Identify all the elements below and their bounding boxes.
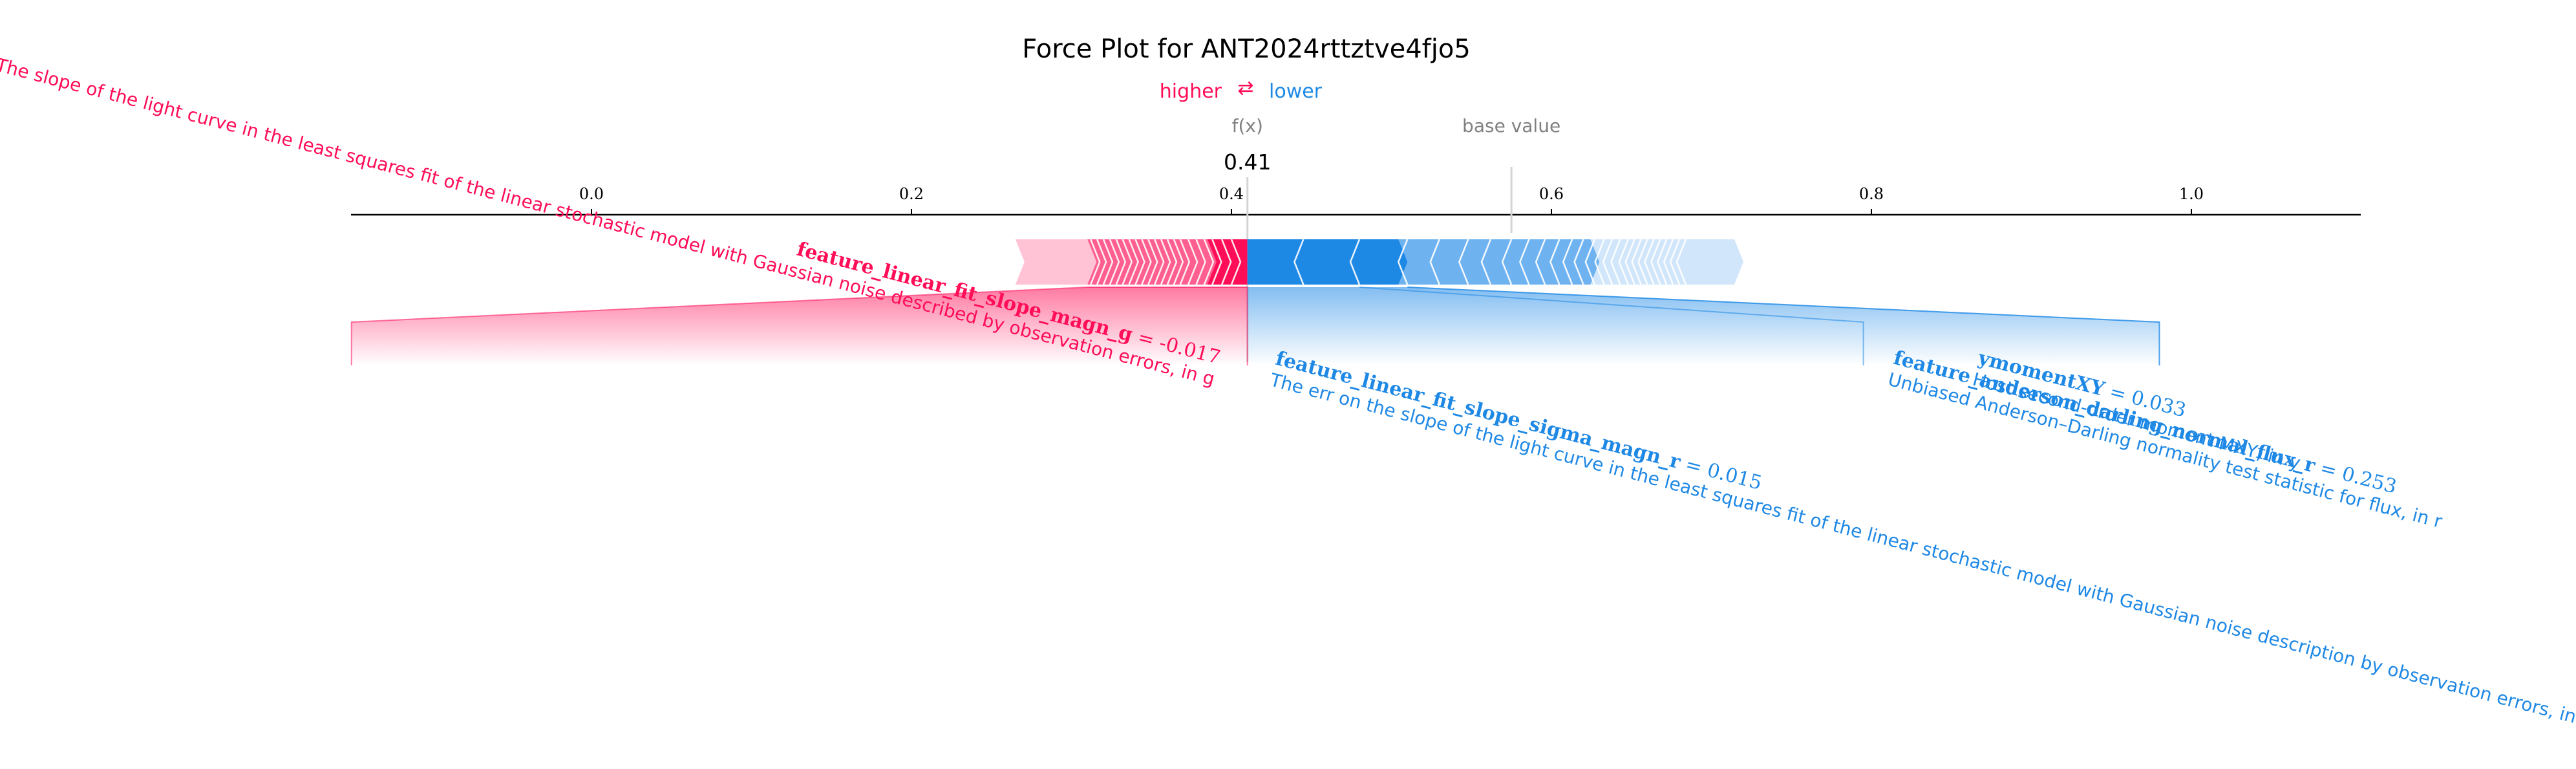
lower-feature-boundary [1549, 239, 1560, 285]
higher-feature-boundary [1203, 239, 1215, 285]
higher-feature-boundary [1115, 239, 1127, 285]
lower-feature-boundary [1397, 239, 1409, 285]
x-tick-label: 0.8 [1859, 185, 1884, 203]
lower-feature-boundary [1573, 239, 1584, 285]
feature-description: The err on the slope of the light curve … [1268, 369, 2576, 731]
higher-feature-boundary [1166, 239, 1178, 285]
higher-label: higher [1160, 80, 1222, 103]
lower-feature-boundary [1293, 239, 1304, 285]
lower-label: lower [1269, 80, 1323, 103]
fx-label: f(x) [1232, 115, 1263, 136]
direction-legend: higher ⇄ lower [1160, 77, 1323, 103]
feature-name: feature_linear_fit_slope_sigma_magn_r [1273, 347, 1684, 474]
higher-feature-boundary [1187, 239, 1198, 285]
higher-feature-boundary [1160, 239, 1171, 285]
lower-feature-boundary [1458, 239, 1469, 285]
lower-feature-boundary [1610, 239, 1621, 285]
lower-feature-boundary [1618, 239, 1629, 285]
chart-title: Force Plot for ANT2024rttztve4fjo5 [1022, 34, 1471, 64]
higher-feature-boundary [1090, 239, 1101, 285]
lower-connector-line [1359, 287, 1864, 365]
higher-feature-boundary [1195, 239, 1206, 285]
x-tick-label: 0.4 [1219, 185, 1244, 203]
higher-feature-boundary [1147, 239, 1158, 285]
x-axis: 0.0 0.2 0.4 0.6 0.8 1.0 [351, 167, 2361, 362]
x-tick-label: 1.0 [2179, 185, 2204, 203]
lower-feature-boundary [1584, 239, 1595, 285]
higher-feature-boundary [1220, 239, 1232, 285]
lower-feature-boundary [1429, 239, 1440, 285]
feature-label-feature-linear-fit-slope-sigma-magn-r: feature_linear_fit_slope_sigma_magn_r = … [1268, 347, 2576, 731]
lower-feature-boundary [1631, 239, 1642, 285]
lower-feature-boundary [1624, 239, 1635, 285]
higher-feature-boundary [1128, 239, 1139, 285]
higher-feature-boundary [1179, 239, 1191, 285]
feature-labels: feature_linear_fit_slope_magn_g = -0.017… [0, 54, 2576, 731]
fx-value: 0.41 [1224, 149, 1271, 175]
feature-description: Unbiased Anderson–Darling normality test… [1886, 369, 2444, 532]
lower-feature-boundary [1656, 239, 1668, 285]
higher-feature-boundary [1109, 239, 1120, 285]
higher-feature-boundary [1141, 239, 1152, 285]
lower-feature-boundary [1349, 239, 1361, 285]
higher-feature-boundary [1122, 239, 1133, 285]
higher-feature-boundary [1096, 239, 1107, 285]
lower-feature-boundary [1663, 239, 1674, 285]
force-band [1015, 239, 1743, 285]
higher-feature-boundary [1102, 239, 1114, 285]
x-tick-label: 0.2 [899, 185, 924, 203]
x-tick-label: 0.0 [579, 185, 604, 203]
lower-feature-boundary [1602, 239, 1613, 285]
lower-connector-fill [1247, 287, 2160, 365]
lower-feature-boundary [1676, 239, 1687, 285]
higher-connector-fill [351, 287, 1248, 365]
x-tick-label: 0.6 [1539, 185, 1564, 203]
lower-feature-boundary [1637, 239, 1648, 285]
lower-feature-boundary [1644, 239, 1655, 285]
lower-feature-boundary [1594, 239, 1605, 285]
higher-feature-boundary [1134, 239, 1145, 285]
lower-band-solid [1247, 239, 1408, 285]
direction-arrow-icon: ⇄ [1237, 77, 1253, 100]
lower-feature-boundary [1562, 239, 1573, 285]
base-value-label: base value [1462, 115, 1560, 136]
lower-feature-boundary [1501, 239, 1513, 285]
lower-feature-boundary [1480, 239, 1492, 285]
higher-feature-boundary [1211, 239, 1222, 285]
higher-feature-boundary [1230, 239, 1242, 285]
lower-feature-boundary [1669, 239, 1681, 285]
higher-feature-boundary [1154, 239, 1165, 285]
feature-name-value: feature_linear_fit_slope_sigma_magn_r = … [1273, 347, 1764, 495]
lower-feature-boundary [1519, 239, 1530, 285]
feature-connectors [350, 287, 2160, 365]
lower-feature-boundary [1535, 239, 1546, 285]
higher-feature-boundary [1173, 239, 1184, 285]
lower-connector-line [1407, 287, 2160, 365]
lower-feature-boundary [1650, 239, 1661, 285]
